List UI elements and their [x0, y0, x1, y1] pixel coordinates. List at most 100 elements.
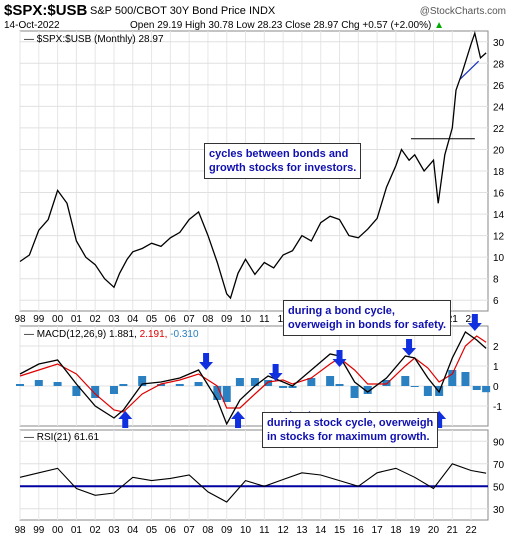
macd-histogram-bar	[138, 376, 147, 386]
macd-histogram-bar	[119, 384, 128, 386]
price-axis-tick-label: 12	[493, 232, 505, 243]
year-axis-bottom-label: 18	[390, 525, 402, 536]
year-axis-bottom-label: 07	[184, 525, 196, 536]
macd-histogram-bar	[363, 386, 372, 394]
year-axis-top-label: 09	[221, 314, 233, 325]
annotation-stock-cycle-line2: in stocks for maximum growth.	[267, 431, 430, 443]
rsi-axis-tick-label: 50	[493, 482, 505, 493]
year-axis-bottom-label: 05	[146, 525, 158, 536]
price-axis-tick-label: 24	[493, 102, 505, 113]
macd-histogram-bar	[250, 378, 259, 386]
macd-up-arrow-icon	[118, 411, 133, 428]
macd-down-arrow-icon	[268, 364, 283, 381]
macd-signal-line	[19, 335, 487, 413]
macd-histogram-bar	[72, 386, 81, 396]
macd-histogram-bar	[53, 382, 62, 386]
year-axis-top-label: 06	[165, 314, 177, 325]
macd-histogram-bar	[350, 386, 359, 398]
year-axis-top-label: 11	[259, 314, 270, 325]
rsi-axis-tick-label: 70	[493, 460, 505, 471]
year-axis-top-label: 03	[108, 314, 120, 325]
year-axis-bottom-label: 02	[90, 525, 102, 536]
year-axis-bottom-label: 06	[165, 525, 177, 536]
price-axis-tick-label: 22	[493, 124, 505, 135]
macd-down-arrow-icon	[199, 353, 214, 370]
ohlc-stats-text: Open 29.19 High 30.78 Low 28.23 Close 28…	[130, 20, 432, 31]
macd-histogram-bar	[335, 384, 344, 386]
annotation-bond-cycle-line2: overweigh in bonds for safety.	[288, 319, 447, 331]
trendline	[459, 60, 480, 80]
year-axis-top-label: 01	[71, 314, 83, 325]
year-axis-top-label: 07	[184, 314, 196, 325]
year-axis-top-label: 99	[33, 314, 45, 325]
price-axis-tick-label: 6	[493, 296, 499, 307]
rsi-axis-tick-label: 90	[493, 437, 505, 448]
year-axis-bottom-label: 17	[372, 525, 384, 536]
macd-histogram-bar	[472, 386, 481, 390]
macd-up-arrow-icon	[231, 411, 246, 428]
year-axis-bottom-label: 99	[33, 525, 45, 536]
macd-histogram-bar	[264, 380, 273, 386]
price-axis-tick-label: 26	[493, 81, 505, 92]
price-axis-tick-label: 14	[493, 210, 505, 221]
macd-histogram-bar	[194, 382, 203, 386]
ohlc-stats: Open 29.19 High 30.78 Low 28.23 Close 28…	[130, 20, 444, 31]
chart-description: S&P 500/CBOT 30Y Bond Price INDX	[90, 5, 276, 17]
annotation-cycles: cycles between bonds and growth stocks f…	[204, 143, 362, 179]
macd-down-arrow-icon	[402, 339, 417, 356]
rsi-axis-tick-label: 30	[493, 505, 505, 516]
year-axis-bottom-label: 22	[466, 525, 478, 536]
annotation-stock-cycle-line1: during a stock cycle, overweigh	[267, 417, 434, 429]
annotation-bond-cycle: during a bond cycle, overweigh in bonds …	[283, 300, 452, 336]
macd-axis-tick-label: 1	[493, 362, 499, 373]
macd-histogram-bar	[156, 384, 165, 386]
year-axis-bottom-label: 20	[428, 525, 440, 536]
macd-histogram-bar	[423, 386, 432, 396]
year-axis-bottom-label: 98	[14, 525, 26, 536]
macd-histogram-bar	[448, 370, 457, 386]
annotation-cycles-line1: cycles between bonds and	[209, 148, 349, 160]
rsi-line	[19, 463, 487, 503]
price-line	[19, 30, 487, 300]
macd-histogram-bar	[279, 386, 288, 388]
year-axis-bottom-label: 19	[409, 525, 421, 536]
macd-histogram-bar	[410, 386, 419, 387]
macd-panel-frame	[19, 325, 489, 427]
year-axis-bottom-label: 16	[353, 525, 365, 536]
year-axis-bottom-label: 09	[221, 525, 233, 536]
date-label: 14-Oct-2022	[4, 20, 60, 31]
year-axis-top-label: 21	[447, 314, 459, 325]
price-axis-tick-label: 10	[493, 253, 505, 264]
price-axis-tick-label: 30	[493, 38, 505, 49]
price-axis-tick-label: 20	[493, 145, 505, 156]
annotation-stock-cycle: during a stock cycle, overweigh in stock…	[262, 412, 439, 448]
macd-histogram-bar	[109, 386, 118, 394]
year-axis-top-label: 22	[466, 314, 478, 325]
macd-axis-tick-label: -1	[493, 402, 502, 413]
annotation-cycles-line2: growth stocks for investors.	[209, 162, 357, 174]
year-axis-bottom-label: 21	[447, 525, 459, 536]
year-axis-bottom-label: 10	[240, 525, 252, 536]
year-axis-bottom-label: 08	[202, 525, 214, 536]
annotation-bond-cycle-line1: during a bond cycle,	[288, 305, 395, 317]
year-axis-bottom-label: 01	[71, 525, 83, 536]
macd-axis-tick-label: 2	[493, 342, 499, 353]
price-axis-tick-label: 16	[493, 189, 505, 200]
year-axis-bottom-label: 11	[259, 525, 270, 536]
price-axis-tick-label: 28	[493, 59, 505, 70]
year-axis-top-label: 04	[127, 314, 139, 325]
macd-legend: — MACD(12,26,9) 1.881, 2.191, -0.310	[24, 329, 199, 340]
year-axis-top-label: 00	[52, 314, 64, 325]
macd-histogram-bar	[307, 378, 316, 386]
change-up-arrow: ▲	[434, 20, 445, 31]
macd-down-arrow-icon	[332, 350, 347, 367]
macd-histogram-bar	[235, 378, 244, 386]
year-axis-bottom-label: 03	[108, 525, 120, 536]
year-axis-bottom-label: 15	[334, 525, 346, 536]
year-axis-bottom-label: 12	[278, 525, 290, 536]
macd-histogram-bar	[482, 386, 491, 393]
year-axis-bottom-label: 13	[296, 525, 308, 536]
macd-histogram-bar	[461, 372, 470, 386]
year-axis-top-label: 05	[146, 314, 158, 325]
